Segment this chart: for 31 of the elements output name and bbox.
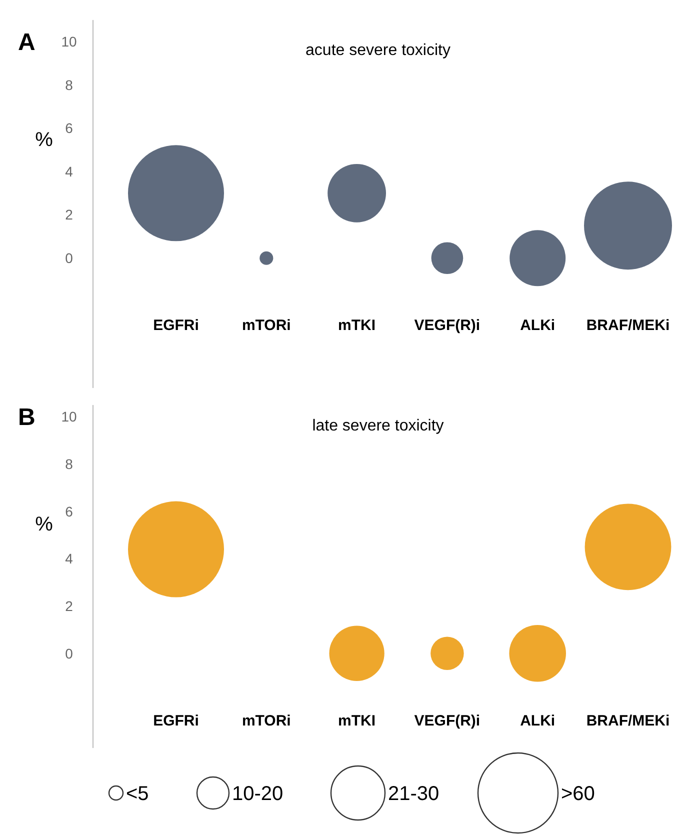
text: B [18,404,36,432]
x-tick-label: VEGF(R)i [414,317,480,334]
y-tick-label: 2 [65,206,74,223]
size-key: <5 10-20 21-30 >60 [108,752,595,834]
y-tick-label: 10 [61,408,77,425]
x-tick-label: ALKi [520,712,556,730]
y-tick-label: 0 [65,645,74,662]
text: late severe toxicity [312,417,444,434]
x-tick-label: BRAF/MEKi [586,317,670,334]
y-tick-label: 10 [61,34,77,50]
y-tick-label: 8 [65,76,74,93]
y-axis-title: % [35,513,54,536]
x-tick-label: EGFRi [153,317,199,334]
y-tick-label: 4 [65,550,74,567]
y-tick-label: 4 [65,163,74,180]
x-tick-label: ALKi [520,317,556,334]
text: acute severe toxicity [306,42,450,60]
text: A [18,29,36,56]
x-tick-label: EGFRi [153,712,199,730]
y-tick-label: 6 [65,503,74,520]
y-tick-label: 6 [65,120,74,136]
x-tick-label: VEGF(R)i [414,712,480,730]
y-tick-label: 2 [65,598,74,614]
y-axis-title: % [35,129,54,152]
x-tick-label: BRAF/MEKi [586,712,670,730]
y-tick-label: 8 [65,456,74,472]
x-tick-label: mTKI [338,317,376,334]
x-tick-label: mTORi [242,317,291,334]
y-tick-label: 0 [65,250,74,266]
x-tick-label: mTORi [242,712,291,730]
x-tick-label: mTKI [338,712,376,730]
